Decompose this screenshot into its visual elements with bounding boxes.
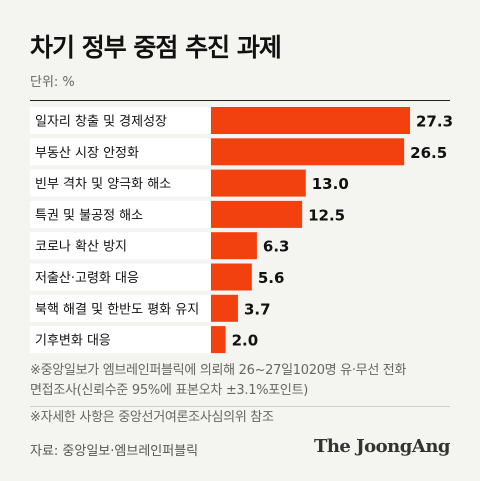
survey-note: ※중앙일보가 엠브레인퍼블릭에 의뢰해 26~27일1020명 유·무선 전화 (30, 363, 407, 378)
category-label-box (30, 294, 210, 322)
unit-label: 단위: % (30, 75, 75, 90)
bottom-divider (30, 406, 450, 407)
value-label: 27.3 (416, 113, 453, 131)
value-label: 3.7 (244, 300, 271, 318)
category-label: 저출산·고령화 대응 (35, 271, 139, 286)
bar (211, 232, 257, 260)
bar (211, 263, 252, 291)
category-label-box (30, 232, 210, 260)
reference-note: ※자세한 사항은 중앙선거여론조사심의위 참조 (30, 410, 274, 425)
value-label: 6.3 (263, 238, 290, 256)
bar (211, 294, 238, 322)
chart-title: 차기 정부 중점 추진 과제 (30, 33, 282, 62)
category-label-box (30, 263, 210, 291)
category-label-box (30, 138, 210, 166)
value-label: 13.0 (312, 175, 349, 193)
value-label: 5.6 (258, 269, 285, 287)
value-label: 26.5 (410, 144, 447, 162)
bar (211, 107, 410, 134)
category-label-box (30, 107, 210, 134)
value-label: 2.0 (232, 332, 259, 350)
value-label: 12.5 (308, 206, 345, 224)
category-label: 일자리 창출 및 경제성장 (35, 115, 167, 130)
category-label: 기후변화 대응 (35, 334, 111, 349)
top-divider (30, 100, 450, 101)
category-label: 코로나 확산 방지 (35, 240, 127, 255)
survey-note-continued: 면접조사(신뢰수준 95%에 표본오차 ±3.1%포인트) (30, 383, 309, 398)
bar (211, 326, 226, 354)
bar (211, 200, 303, 228)
category-label: 빈부 격차 및 양극화 해소 (35, 177, 171, 192)
category-label: 부동산 시장 안정화 (35, 146, 139, 161)
bar (211, 169, 306, 197)
category-label-box (30, 326, 210, 354)
brand-logo: The JoongAng (313, 436, 451, 457)
category-label-box (30, 169, 210, 197)
bar (211, 138, 405, 166)
category-label-box (30, 200, 210, 228)
source-label: 자료: 중앙일보·엠브레인퍼블릭 (30, 444, 199, 459)
category-label: 북핵 해결 및 한반도 평화 유지 (35, 302, 199, 317)
category-label: 특권 및 불공정 해소 (35, 208, 143, 223)
